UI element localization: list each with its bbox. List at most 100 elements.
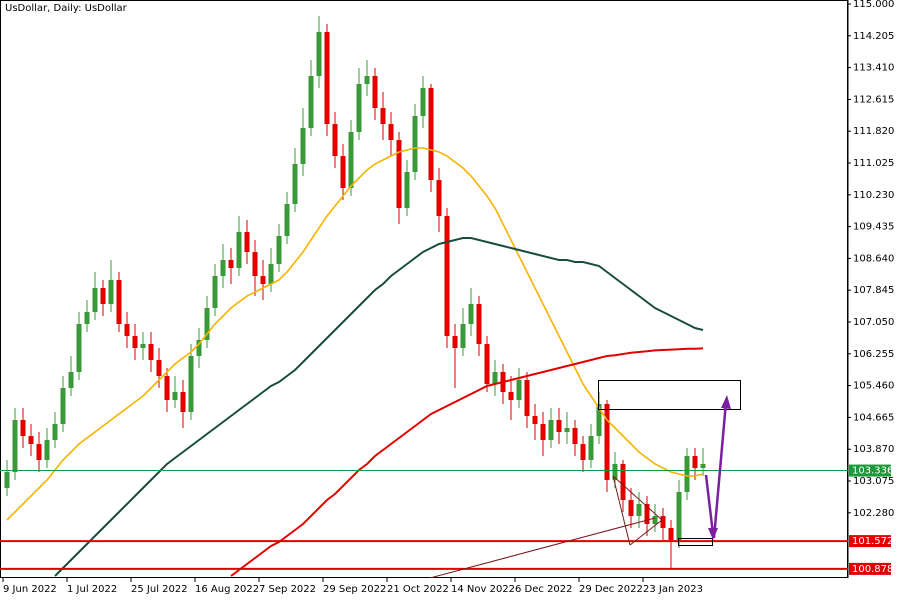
x-tick-label: 1 Jul 2022 <box>67 584 117 595</box>
candle-body <box>68 372 74 388</box>
candle-body <box>276 236 282 264</box>
candle-body <box>44 440 50 460</box>
triangle-line <box>612 475 663 521</box>
candle-body <box>508 392 514 400</box>
candle-body <box>436 180 442 216</box>
candle-body <box>300 128 306 164</box>
candle-body <box>156 360 162 376</box>
candle-body <box>604 404 610 480</box>
trend-line <box>429 517 656 578</box>
target-zone <box>598 380 741 410</box>
x-tick-label: 23 Jan 2023 <box>643 584 703 595</box>
candle-body <box>420 88 426 116</box>
price-label: 100.878 <box>852 564 893 575</box>
y-tick-label: 105.460 <box>853 381 894 392</box>
candle-body <box>684 456 690 492</box>
candle-body <box>60 388 66 424</box>
moving-average <box>54 237 704 577</box>
candle-body <box>356 84 362 132</box>
x-tick-label: 25 Jul 2022 <box>131 584 188 595</box>
candle-body <box>580 444 586 460</box>
candle-body <box>652 516 658 524</box>
candle-body <box>596 404 602 436</box>
price-label: 103.336 <box>852 466 893 477</box>
candle-body <box>516 380 522 400</box>
candle-body <box>172 392 178 400</box>
candle-body <box>196 340 202 356</box>
candle-body <box>620 464 626 500</box>
price-label-bg <box>849 464 891 477</box>
candle-body <box>76 324 82 372</box>
candle-body <box>268 264 274 284</box>
candle-body <box>388 124 394 140</box>
candle-body <box>460 324 466 348</box>
moving-average <box>6 147 704 521</box>
y-tick-label: 115.000 <box>853 0 894 10</box>
candle-body <box>644 504 650 524</box>
candle-body <box>92 288 98 312</box>
candle-body <box>236 232 242 268</box>
candle-body <box>308 76 314 128</box>
candle-body <box>540 424 546 440</box>
candle-body <box>148 344 154 360</box>
candle-body <box>100 288 106 304</box>
candle-body <box>340 156 346 188</box>
x-tick-label: 14 Nov 2022 <box>451 584 515 595</box>
candle-body <box>372 76 378 108</box>
candle-body <box>396 140 402 208</box>
triangle-line <box>629 519 663 546</box>
candle-body <box>404 172 410 208</box>
candle-body <box>108 280 114 304</box>
y-tick-label: 114.205 <box>853 31 894 42</box>
candle-body <box>452 336 458 348</box>
chart-title: UsDollar, Daily: UsDollar <box>5 3 128 14</box>
candle-body <box>532 416 538 424</box>
candle-body <box>84 312 90 324</box>
candle-body <box>124 324 130 336</box>
candle-body <box>492 372 498 384</box>
candle-body <box>316 32 322 76</box>
candle-body <box>468 304 474 324</box>
candle-body <box>12 420 18 472</box>
candle-body <box>164 376 170 400</box>
candle-body <box>324 32 330 124</box>
y-tick-label: 111.025 <box>853 158 894 169</box>
x-tick-label: 6 Dec 2022 <box>515 584 573 595</box>
candle-body <box>668 528 674 540</box>
candle-body <box>660 516 666 528</box>
candle-body <box>636 504 642 516</box>
candle-body <box>140 344 146 348</box>
candle-body <box>212 276 218 308</box>
candle-body <box>20 420 26 436</box>
y-tick-label: 113.410 <box>853 63 894 74</box>
candle-body <box>700 464 706 468</box>
candle-body <box>284 204 290 236</box>
candle-body <box>292 164 298 204</box>
y-tick-label: 107.845 <box>853 285 894 296</box>
candle-body <box>692 456 698 468</box>
y-tick-label: 107.050 <box>853 317 894 328</box>
candle-body <box>628 500 634 516</box>
candle-body <box>444 216 450 336</box>
support-zone <box>678 538 713 546</box>
candle-body <box>252 252 258 276</box>
moving-average <box>230 347 704 577</box>
candle-body <box>332 124 338 156</box>
x-tick-label: 29 Sep 2022 <box>323 584 386 595</box>
candle-body <box>220 260 226 276</box>
candle-body <box>572 428 578 444</box>
candle-body <box>260 276 266 284</box>
y-tick-label: 108.640 <box>853 253 894 264</box>
projection-arrow <box>712 401 728 539</box>
candle-body <box>612 464 618 480</box>
x-tick-label: 29 Dec 2022 <box>579 584 643 595</box>
candle-body <box>348 132 354 188</box>
price-label-bg <box>849 562 891 575</box>
y-tick-label: 106.255 <box>853 349 894 360</box>
y-tick-label: 109.435 <box>853 222 894 233</box>
candle-body <box>28 436 34 444</box>
y-tick-label: 110.230 <box>853 190 894 201</box>
drawings <box>429 380 741 578</box>
x-tick-label: 7 Sep 2022 <box>259 584 316 595</box>
